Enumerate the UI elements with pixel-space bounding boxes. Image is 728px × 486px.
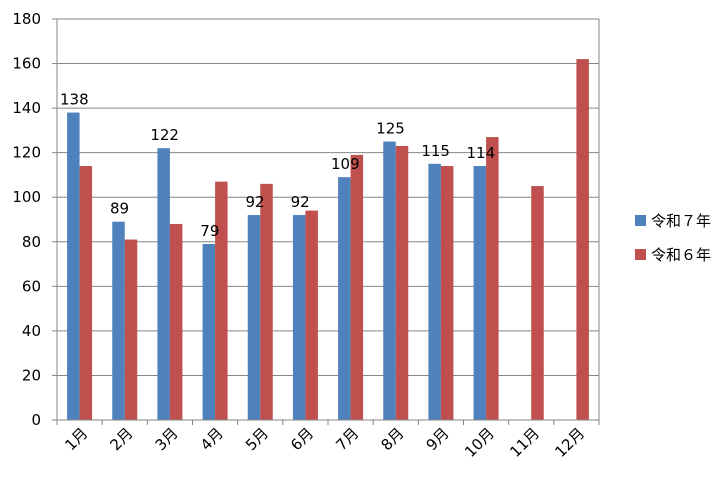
bar-series-1-0 [79,166,93,420]
bar-series-1-11 [576,59,589,420]
y-tick-label: 120 [12,144,41,162]
data-label: 89 [110,200,129,218]
y-tick-label: 100 [12,188,41,206]
bar-series-1-2 [169,223,183,420]
data-label: 114 [467,144,496,162]
bar-series-0-3 [202,244,216,420]
x-tick-label: 12月 [551,424,588,461]
x-tick-label: 2月 [106,424,136,454]
bar-series-1-4 [260,183,273,420]
bars [67,59,589,421]
y-tick-label: 140 [12,99,41,117]
legend-label: 令和７年 [651,212,711,230]
x-tick-label: 6月 [287,424,317,454]
bar-series-1-9 [486,137,499,421]
y-tick-label: 60 [22,277,41,295]
x-tick-label: 3月 [152,424,182,454]
x-tick-label: 10月 [461,424,498,461]
bar-series-1-1 [124,239,138,420]
x-tick-label: 4月 [197,424,227,454]
y-tick-label: 160 [12,55,41,73]
bar-series-0-4 [247,215,261,420]
legend-swatch [635,249,646,260]
bar-series-1-7 [395,145,409,420]
data-label: 92 [291,193,310,211]
bar-series-0-2 [157,148,170,420]
x-tick-label: 11月 [506,424,543,461]
bar-series-0-0 [67,112,80,421]
data-labels: 138 89 122 79 92 92 109 125 115 114 [60,91,495,240]
bar-series-0-1 [112,221,125,420]
x-tick-label: 7月 [332,424,362,454]
bar-series-0-8 [428,163,441,421]
gridlines [57,18,599,421]
bar-series-1-6 [350,154,364,420]
axes [52,18,600,425]
data-label: 79 [200,222,219,240]
legend-label: 令和６年 [651,246,711,264]
bar-series-1-3 [215,181,228,420]
x-tick-label: 1月 [61,424,91,454]
x-tick-label: 5月 [242,424,272,454]
bar-series-0-6 [338,177,351,420]
data-label: 125 [376,120,405,138]
data-label: 92 [245,193,264,211]
bar-series-0-9 [473,166,487,420]
bar-series-1-5 [305,210,318,420]
x-axis-ticks: 1月 2月 3月 4月 5月 6月 7月 8月 9月 10月 11月 12月 [61,424,588,461]
data-label: 115 [421,142,450,160]
y-axis-ticks: 0 20 40 60 80 100 120 140 160 180 [12,10,41,429]
y-tick-label: 80 [22,233,41,251]
y-tick-label: 0 [31,411,41,429]
y-tick-label: 180 [12,10,41,28]
bar-series-0-7 [383,141,396,420]
bar-series-0-5 [292,215,306,420]
y-tick-label: 40 [22,322,41,340]
legend-swatch [635,215,646,226]
data-label: 138 [60,91,89,109]
y-tick-label: 20 [22,366,41,384]
x-tick-label: 9月 [423,424,453,454]
data-label: 109 [331,155,360,173]
bar-series-1-8 [440,166,454,420]
data-label: 122 [150,126,179,144]
bar-series-1-10 [531,186,544,420]
x-tick-label: 8月 [377,424,407,454]
